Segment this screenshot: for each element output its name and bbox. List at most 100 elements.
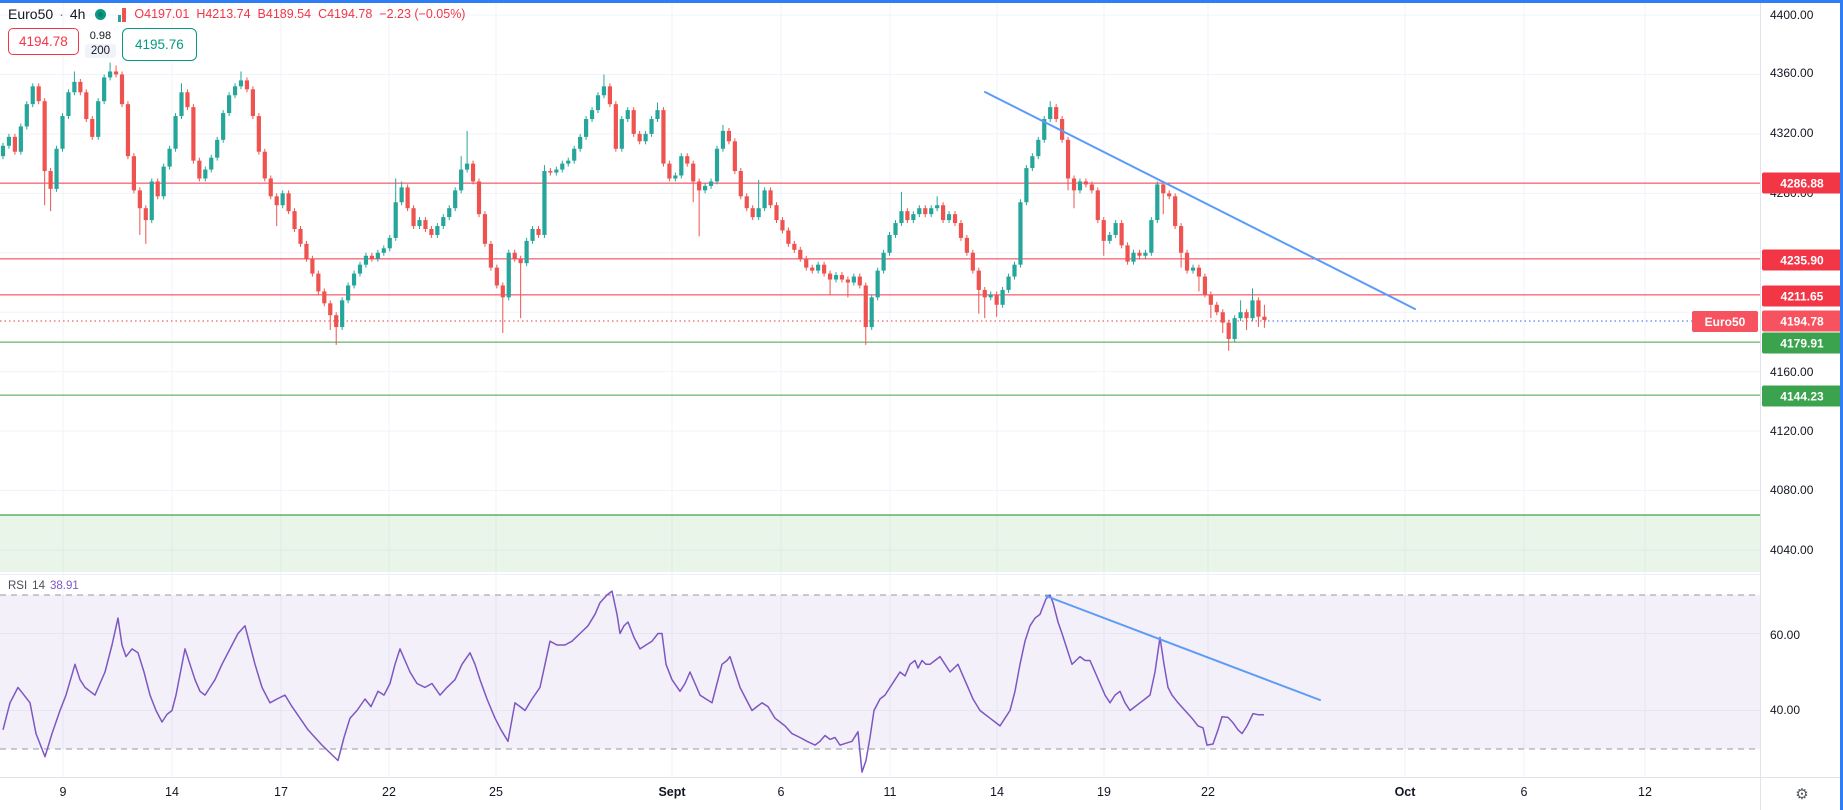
candle-body xyxy=(1095,190,1100,221)
candle-body xyxy=(221,113,226,140)
price-axis-tick: 4040.00 xyxy=(1770,543,1814,557)
candle-body xyxy=(155,181,160,197)
candle-body xyxy=(536,228,541,235)
candle-body xyxy=(554,169,559,173)
candle-body xyxy=(78,81,83,93)
symbol-title[interactable]: Euro50 xyxy=(8,6,54,22)
candle-body xyxy=(1137,252,1142,256)
candle-body xyxy=(732,141,737,172)
candle-body xyxy=(887,234,892,253)
price-axis-tick: 4360.00 xyxy=(1770,66,1814,80)
candle-body xyxy=(988,294,993,298)
candle-body xyxy=(441,217,446,227)
candle-body xyxy=(1143,252,1148,256)
candle-body xyxy=(185,92,190,108)
candle-body xyxy=(512,252,517,259)
candle-body xyxy=(982,289,987,298)
candle-body xyxy=(584,119,589,137)
time-axis-label: 6 xyxy=(1520,785,1528,799)
candle-body xyxy=(280,193,285,206)
candle-body xyxy=(209,157,214,170)
candle-body xyxy=(917,208,922,215)
time-axis[interactable]: 9 14 17 22 25 Sept 6 11 14 19 22 Oct 6 12 xyxy=(0,778,1760,810)
candle-body xyxy=(393,202,398,238)
candle-body xyxy=(875,270,880,298)
candle-body xyxy=(685,156,690,164)
time-axis-label: 22 xyxy=(1201,785,1215,799)
interval-label[interactable]: 4h xyxy=(69,6,86,22)
candle-body xyxy=(1179,226,1184,253)
time-axis-label: 6 xyxy=(777,785,785,799)
candle-body xyxy=(691,163,696,182)
chart-canvas[interactable] xyxy=(0,0,1760,777)
candle-body xyxy=(0,145,6,157)
window-border-right xyxy=(1840,0,1843,810)
price-axis-tick: 40.00 xyxy=(1770,703,1801,717)
candle-body xyxy=(1238,312,1243,319)
candle-body xyxy=(1161,184,1166,194)
candle-body xyxy=(351,273,357,286)
candle-body xyxy=(363,255,369,265)
candle-body xyxy=(470,163,476,182)
settings-gear-icon[interactable]: ⚙︎ xyxy=(1795,785,1809,803)
candle-body xyxy=(482,214,488,244)
candle-body xyxy=(1256,300,1261,317)
candle-body xyxy=(881,252,886,271)
candle-body xyxy=(762,190,767,209)
candle-body xyxy=(250,89,255,117)
sell-button[interactable]: 4194.78 xyxy=(8,28,79,55)
rsi-band xyxy=(0,595,1760,749)
lot-size-value[interactable]: 200 xyxy=(84,44,116,58)
candle-body xyxy=(72,81,77,93)
candle-body xyxy=(42,101,47,172)
candle-body xyxy=(697,181,702,191)
candle-body xyxy=(703,185,708,191)
candle-body xyxy=(1202,276,1207,295)
candle-body xyxy=(1006,276,1011,290)
candle-body xyxy=(369,255,374,259)
candle-body xyxy=(726,130,731,142)
candle-body xyxy=(994,294,999,305)
candle-body xyxy=(238,80,244,87)
candle-body xyxy=(357,264,363,274)
candle-body xyxy=(899,211,904,224)
candle-body xyxy=(792,243,797,250)
candle-body xyxy=(1042,119,1047,140)
candle-body xyxy=(48,171,53,189)
candle-body xyxy=(952,214,958,224)
rsi-trendline[interactable] xyxy=(1045,595,1321,701)
candle-body xyxy=(125,104,131,157)
market-status-icon[interactable] xyxy=(95,8,107,20)
legend-separator: · xyxy=(59,6,64,22)
candle-body xyxy=(179,92,184,117)
rsi-line xyxy=(2,590,1264,773)
time-axis-label: 22 xyxy=(382,785,396,799)
candle-body xyxy=(1065,139,1071,179)
time-axis-label: 25 xyxy=(489,785,503,799)
rsi-legend[interactable]: RSI 14 38.91 xyxy=(8,580,79,592)
candle-body xyxy=(298,228,303,244)
candle-body xyxy=(476,181,482,215)
candle-body xyxy=(447,208,452,218)
candle-body xyxy=(346,285,351,301)
candle-body xyxy=(798,249,803,259)
buy-button[interactable]: 4195.76 xyxy=(122,28,197,61)
candle-body xyxy=(506,252,511,298)
level-price-chip: 4286.88 xyxy=(1762,172,1842,194)
candle-body xyxy=(929,208,934,215)
pane-separator[interactable] xyxy=(0,574,1760,575)
support-zone[interactable] xyxy=(0,515,1760,572)
candle-body xyxy=(941,205,946,221)
candle-body xyxy=(328,303,333,316)
candle-body xyxy=(946,214,952,221)
rsi-name: RSI xyxy=(8,580,28,592)
price-axis[interactable]: 4400.004360.004320.004280.004160.004120.… xyxy=(1761,0,1843,777)
candle-body xyxy=(958,223,964,238)
descending-trendline[interactable] xyxy=(984,91,1416,310)
candle-body xyxy=(1012,264,1017,277)
candle-body xyxy=(804,258,809,268)
candle-body xyxy=(310,258,315,274)
candle-body xyxy=(1131,252,1136,262)
candle-body xyxy=(54,148,59,189)
candle-body xyxy=(36,86,41,102)
